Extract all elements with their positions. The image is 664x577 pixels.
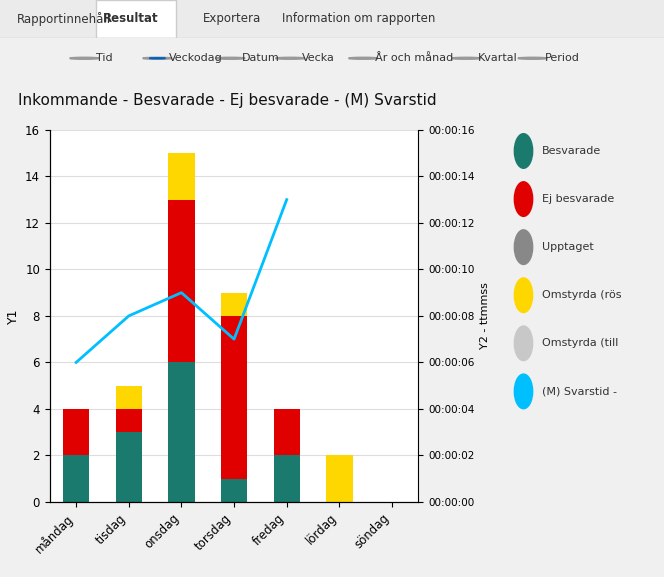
Bar <box>63 455 89 502</box>
Y-axis label: Y1: Y1 <box>7 308 19 324</box>
Bar <box>274 455 300 502</box>
FancyBboxPatch shape <box>96 0 176 38</box>
Circle shape <box>149 58 165 59</box>
FancyBboxPatch shape <box>0 0 664 38</box>
Text: (M) Svarstid -: (M) Svarstid - <box>542 387 617 396</box>
Bar <box>221 293 247 316</box>
Text: Vecka: Vecka <box>302 53 335 63</box>
Text: Period: Period <box>544 53 580 63</box>
Y-axis label: Y2 - ttmmss: Y2 - ttmmss <box>480 283 490 349</box>
Text: Omstyrda (rös: Omstyrda (rös <box>542 290 622 300</box>
Text: Kvartal: Kvartal <box>478 53 518 63</box>
Text: Resultat: Resultat <box>103 12 159 25</box>
Bar <box>221 479 247 502</box>
Text: Exportera: Exportera <box>203 12 261 25</box>
Bar <box>221 316 247 479</box>
Bar <box>168 362 195 502</box>
Text: År och månad: År och månad <box>375 53 454 63</box>
Text: Besvarade: Besvarade <box>542 146 601 156</box>
Text: Information om rapporten: Information om rapporten <box>282 12 436 25</box>
Circle shape <box>515 326 533 361</box>
Text: Inkommande - Besvarade - Ej besvarade - (M) Svarstid: Inkommande - Besvarade - Ej besvarade - … <box>19 93 437 108</box>
Circle shape <box>515 134 533 168</box>
Text: Datum: Datum <box>242 53 280 63</box>
Bar <box>116 385 142 409</box>
Bar <box>274 409 300 455</box>
Text: Upptaget: Upptaget <box>542 242 594 252</box>
Text: Tid: Tid <box>96 53 113 63</box>
Circle shape <box>515 230 533 264</box>
Bar <box>63 409 89 455</box>
Text: Veckodag: Veckodag <box>169 53 223 63</box>
Text: Ej besvarade: Ej besvarade <box>542 194 614 204</box>
Bar <box>168 200 195 362</box>
Circle shape <box>515 278 533 313</box>
Text: Omstyrda (till: Omstyrda (till <box>542 338 618 349</box>
Circle shape <box>515 374 533 409</box>
Circle shape <box>515 182 533 216</box>
Bar <box>116 409 142 432</box>
Bar <box>326 455 353 502</box>
Text: Rapportinnehåll: Rapportinnehåll <box>17 12 111 26</box>
Bar <box>116 432 142 502</box>
Bar <box>168 153 195 200</box>
